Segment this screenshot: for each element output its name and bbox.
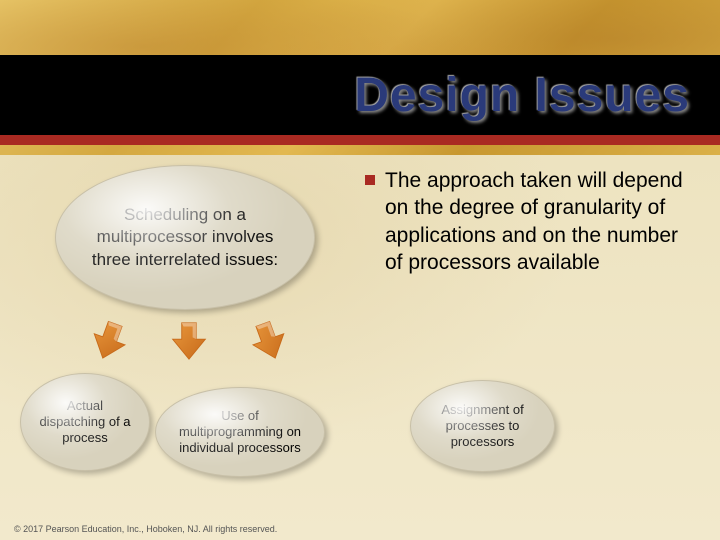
sub-oval-text: Use of multiprogramming on individual pr… xyxy=(172,408,308,457)
down-arrow-icon xyxy=(244,316,293,367)
sub-oval: Use of multiprogramming on individual pr… xyxy=(155,387,325,477)
slide-title: Design Issues xyxy=(354,68,690,123)
down-arrow-icon xyxy=(84,316,133,367)
sub-oval: Actual dispatching of a process xyxy=(20,373,150,471)
main-oval: Scheduling on a multiprocessor involves … xyxy=(55,165,315,310)
sub-oval: Assignment of processes to processors xyxy=(410,380,555,472)
copyright-footer: © 2017 Pearson Education, Inc., Hoboken,… xyxy=(14,524,277,534)
bullet-square-icon xyxy=(365,175,375,185)
bullet-text: The approach taken will depend on the de… xyxy=(385,167,700,276)
title-bar: Design Issues xyxy=(0,55,720,145)
content-area: Scheduling on a multiprocessor involves … xyxy=(0,155,720,540)
main-oval-text: Scheduling on a multiprocessor involves … xyxy=(86,204,284,270)
sub-oval-text: Actual dispatching of a process xyxy=(37,398,133,447)
down-arrow-icon xyxy=(170,321,208,361)
bullet-block: The approach taken will depend on the de… xyxy=(365,167,700,276)
sub-oval-text: Assignment of processes to processors xyxy=(427,402,538,451)
